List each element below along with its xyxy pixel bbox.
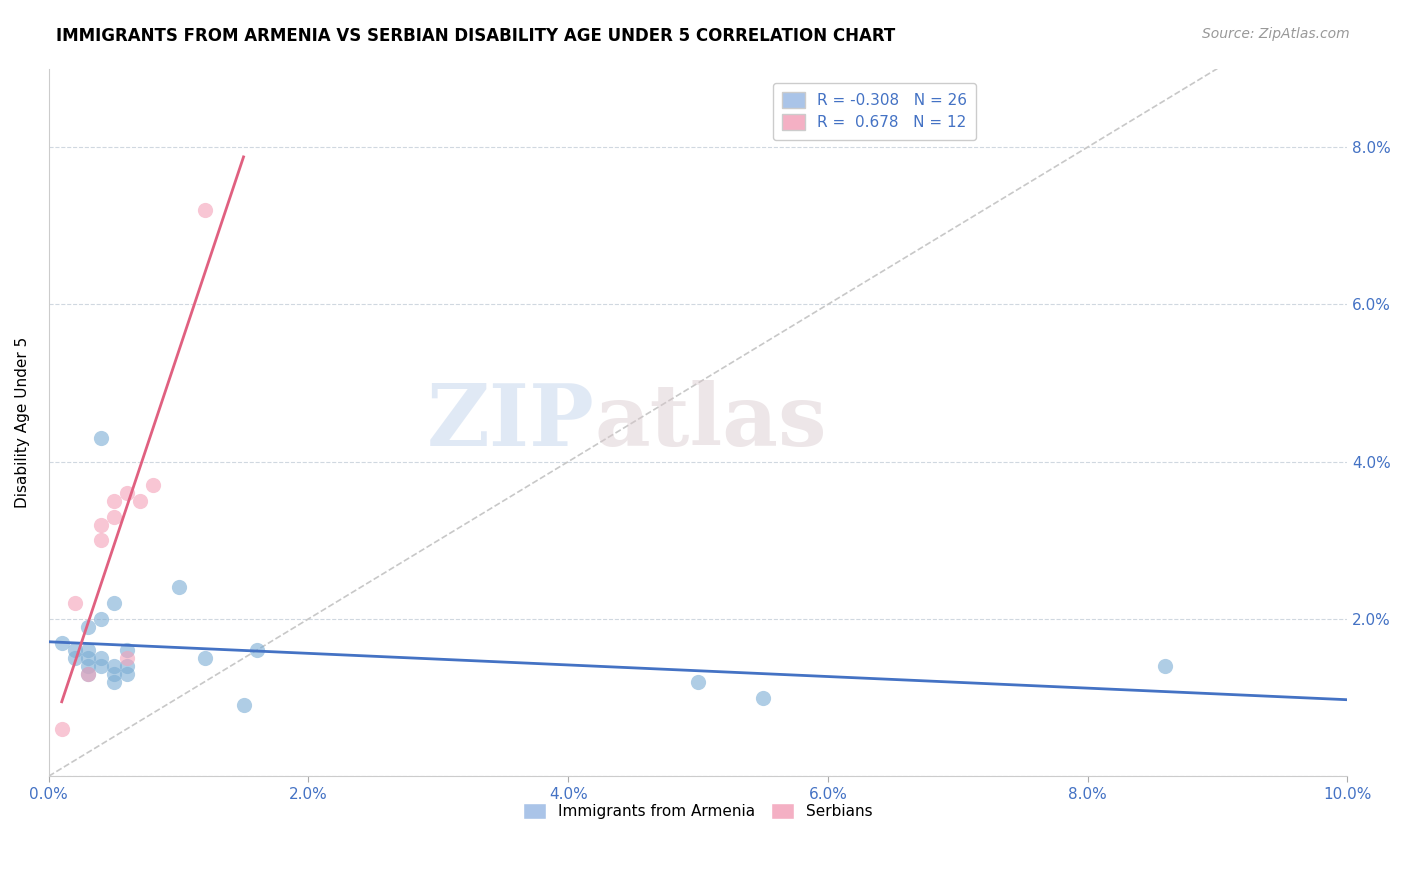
Point xyxy=(167,581,190,595)
Point xyxy=(90,533,112,548)
Point xyxy=(103,596,125,610)
Point xyxy=(128,494,150,508)
Point xyxy=(232,698,254,713)
Point xyxy=(115,643,138,657)
Point xyxy=(115,659,138,673)
Point xyxy=(103,509,125,524)
Point xyxy=(76,620,98,634)
Point xyxy=(90,651,112,665)
Point xyxy=(76,667,98,681)
Point xyxy=(51,722,73,736)
Point xyxy=(76,659,98,673)
Text: atlas: atlas xyxy=(595,380,827,465)
Point xyxy=(103,674,125,689)
Point xyxy=(90,612,112,626)
Point xyxy=(752,690,775,705)
Point xyxy=(76,643,98,657)
Point xyxy=(115,651,138,665)
Point xyxy=(142,478,165,492)
Point xyxy=(103,667,125,681)
Point xyxy=(90,431,112,445)
Point xyxy=(686,674,709,689)
Point xyxy=(115,486,138,500)
Point xyxy=(63,596,86,610)
Point xyxy=(90,517,112,532)
Point xyxy=(63,651,86,665)
Point xyxy=(193,202,215,217)
Point xyxy=(115,667,138,681)
Point xyxy=(103,494,125,508)
Point xyxy=(245,643,267,657)
Text: IMMIGRANTS FROM ARMENIA VS SERBIAN DISABILITY AGE UNDER 5 CORRELATION CHART: IMMIGRANTS FROM ARMENIA VS SERBIAN DISAB… xyxy=(56,27,896,45)
Point xyxy=(51,635,73,649)
Point xyxy=(193,651,215,665)
Point xyxy=(63,643,86,657)
Legend: Immigrants from Armenia, Serbians: Immigrants from Armenia, Serbians xyxy=(517,797,879,825)
Y-axis label: Disability Age Under 5: Disability Age Under 5 xyxy=(15,336,30,508)
Text: Source: ZipAtlas.com: Source: ZipAtlas.com xyxy=(1202,27,1350,41)
Point xyxy=(103,659,125,673)
Point xyxy=(76,667,98,681)
Point xyxy=(1154,659,1177,673)
Text: ZIP: ZIP xyxy=(426,380,595,465)
Point xyxy=(76,651,98,665)
Point xyxy=(90,659,112,673)
